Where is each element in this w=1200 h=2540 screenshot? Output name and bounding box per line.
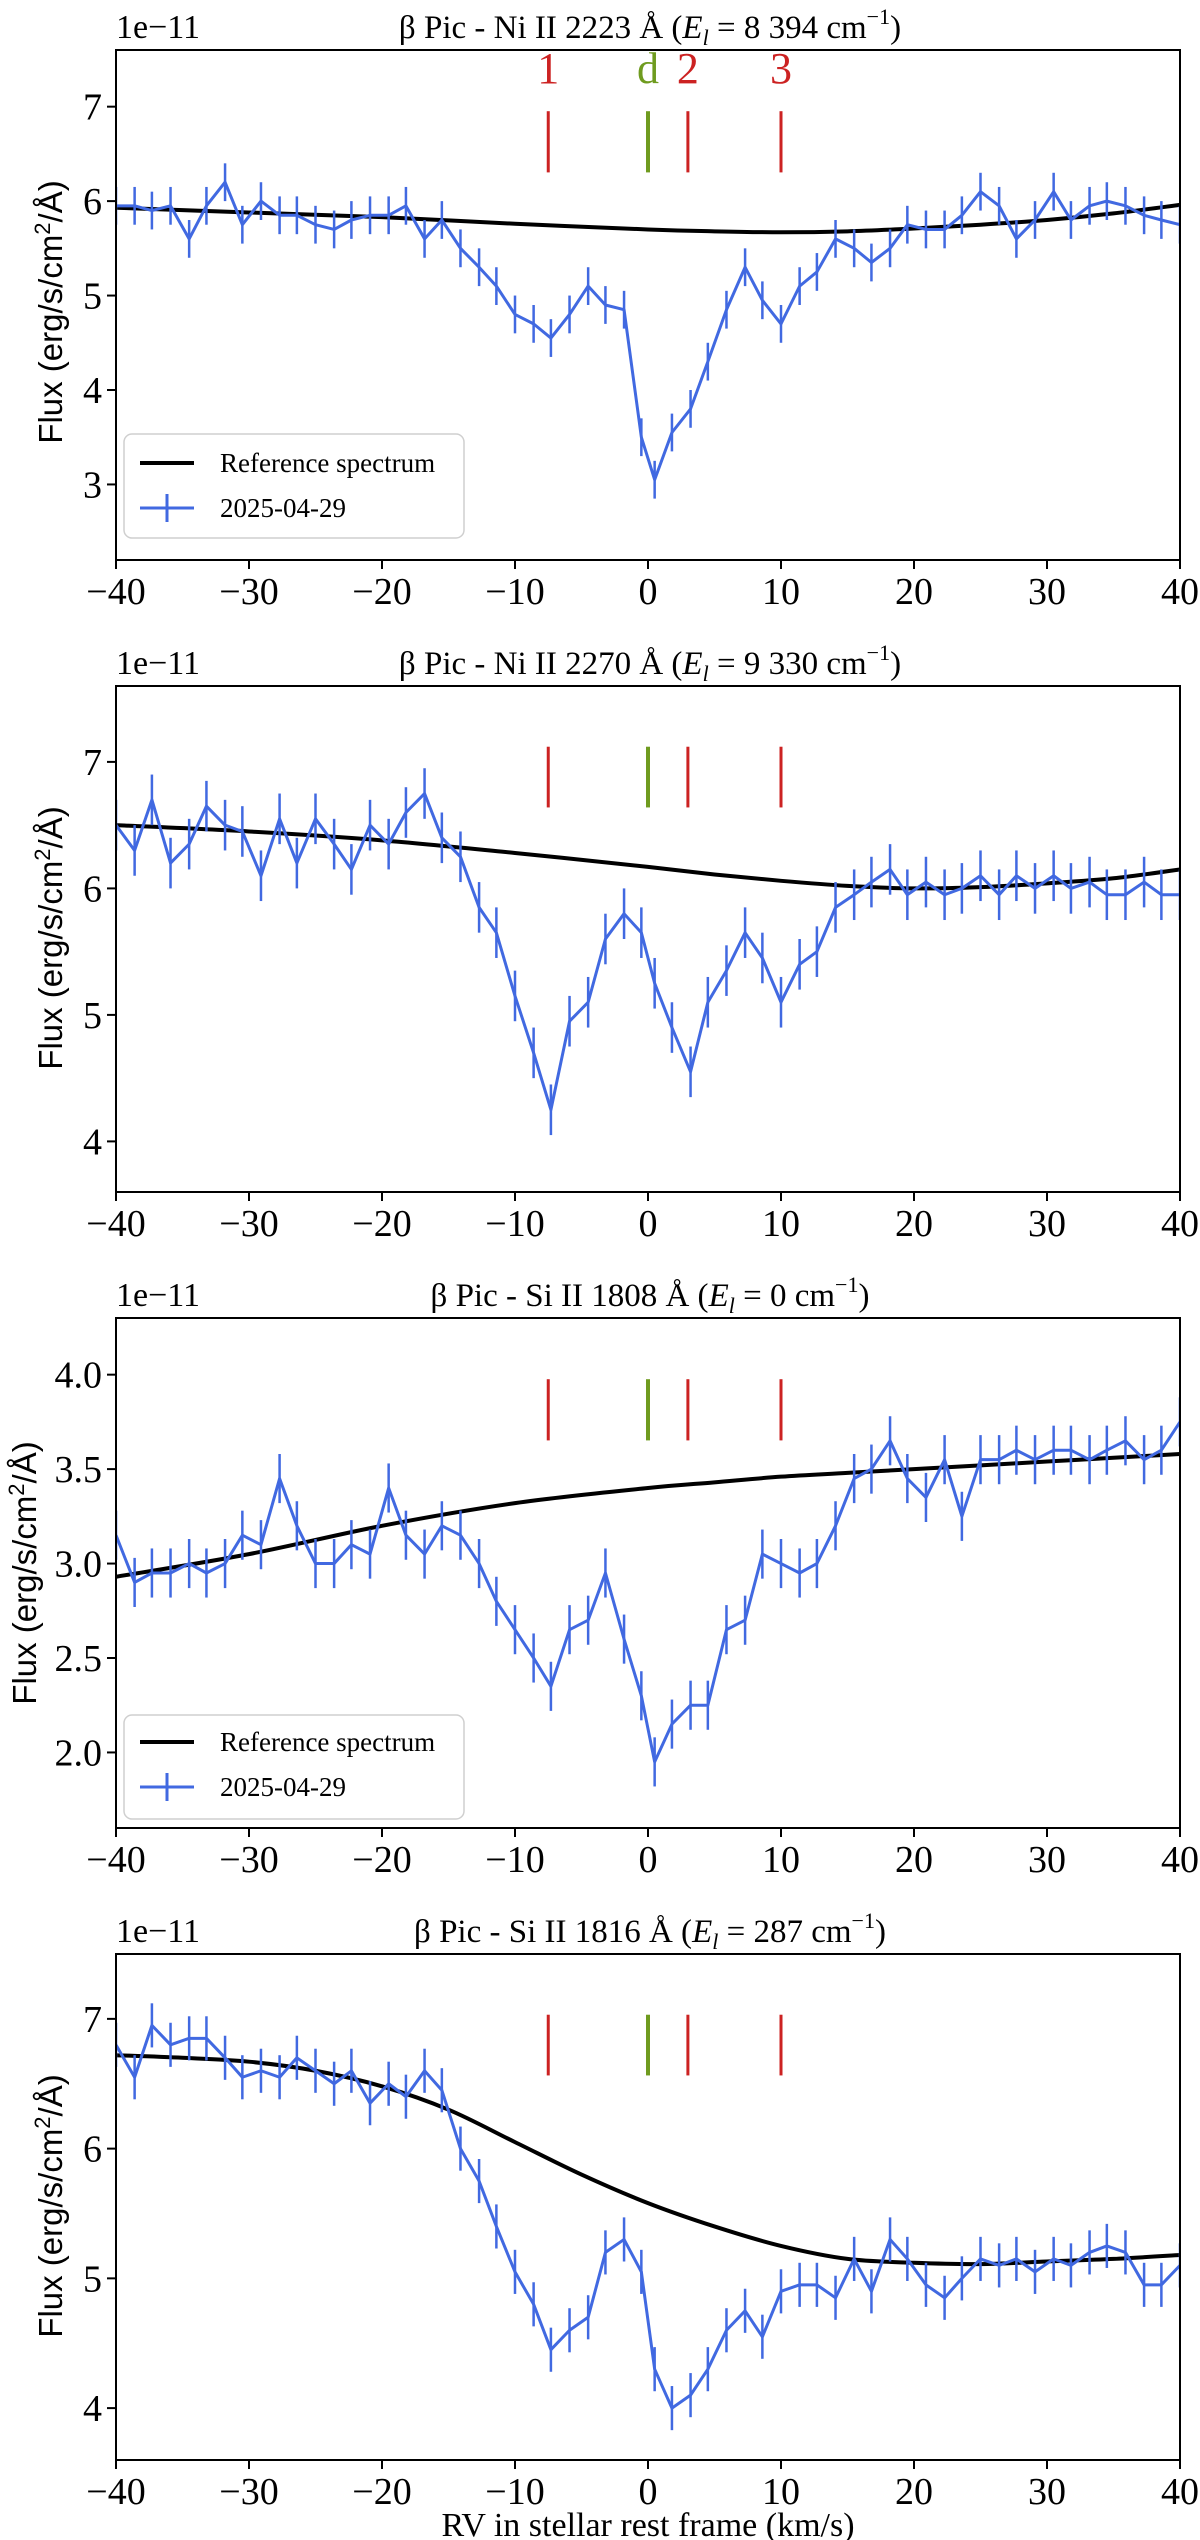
x-tick-label: 20	[895, 1839, 933, 1881]
x-tick-label: 0	[639, 1839, 658, 1881]
y-tick-label: 6	[83, 868, 102, 910]
x-tick-label: 10	[762, 1839, 800, 1881]
y-tick-label: 7	[83, 87, 102, 129]
x-tick-label: −10	[485, 571, 544, 613]
x-tick-label: 40	[1161, 1839, 1199, 1881]
x-tick-label: −20	[352, 2471, 411, 2513]
y-tick-label: 5	[83, 995, 102, 1037]
x-tick-label: 10	[762, 2471, 800, 2513]
x-tick-label: 0	[639, 571, 658, 613]
x-tick-label: −40	[86, 1839, 145, 1881]
y-tick-label: 5	[83, 2258, 102, 2300]
panel-title: β Pic - Si II 1808 Å (El = 0 cm−1)	[431, 1272, 870, 1318]
x-tick-label: 30	[1028, 1839, 1066, 1881]
panel-ni-ii-2270: 1e−11 β Pic - Ni II 2270 Å (El = 9 330 c…	[30, 640, 1199, 1245]
observation-line	[116, 180, 1180, 482]
y-tick-label: 2.5	[55, 1638, 103, 1680]
x-tick-label: −40	[86, 1203, 145, 1245]
y-tick-label: 4	[83, 2388, 102, 2430]
legend-observation-label: 2025-04-29	[220, 493, 346, 523]
x-tick-label: −30	[219, 571, 278, 613]
x-tick-label: 10	[762, 571, 800, 613]
panel-ni-ii-2223: 1e−11 β Pic - Ni II 2223 Å (El = 8 394 c…	[30, 4, 1199, 613]
y-tick-label: 3.0	[55, 1544, 103, 1586]
velocity-marker-label: d	[637, 44, 659, 93]
offset-label: 1e−11	[116, 1277, 200, 1314]
axes-frame	[115, 1317, 1181, 1829]
y-axis-label: Flux (erg/s/cm2/Å)	[30, 180, 69, 443]
velocity-marker-label: 1	[537, 44, 559, 93]
x-tick-label: −10	[485, 2471, 544, 2513]
y-tick-label: 7	[83, 1999, 102, 2041]
x-tick-label: 40	[1161, 571, 1199, 613]
legend-reference-label: Reference spectrum	[220, 1727, 435, 1757]
y-tick-label: 4.0	[55, 1355, 103, 1397]
legend: Reference spectrum 2025-04-29	[123, 433, 465, 539]
x-tick-label: −10	[485, 1839, 544, 1881]
plot-area: −40 −30 −20 −10 0 10 20 30 40 4 5 6 7	[83, 1999, 1199, 2513]
x-tick-label: 30	[1028, 2471, 1066, 2513]
x-tick-label: −30	[219, 1203, 278, 1245]
x-tick-label: −30	[219, 2471, 278, 2513]
y-tick-label: 7	[83, 742, 102, 784]
velocity-marker-label: 3	[770, 44, 792, 93]
x-tick-label: −40	[86, 571, 145, 613]
axes-frame	[115, 49, 1181, 561]
panel-si-ii-1808: 1e−11 β Pic - Si II 1808 Å (El = 0 cm−1)…	[4, 1272, 1199, 1881]
panel-title: β Pic - Ni II 2270 Å (El = 9 330 cm−1)	[399, 640, 901, 686]
panel-title: β Pic - Ni II 2223 Å (El = 8 394 cm−1)	[399, 4, 901, 50]
reference-spectrum-line	[116, 2053, 1180, 2267]
y-tick-label: 3.5	[55, 1449, 103, 1491]
x-tick-label: 40	[1161, 2471, 1199, 2513]
x-tick-label: 20	[895, 2471, 933, 2513]
legend: Reference spectrum 2025-04-29	[123, 1714, 465, 1820]
y-tick-label: 4	[83, 370, 102, 412]
plot-area: −40 −30 −20 −10 0 10 20 30 40 4 5 6 7	[83, 742, 1199, 1245]
plot-area: −40 −30 −20 −10 0 10 20 30 40 2.0 2.5 3.0 3.5 4.0	[55, 1355, 1200, 1881]
x-tick-label: 0	[639, 1203, 658, 1245]
observation-line	[116, 1421, 1180, 1764]
y-tick-label: 3	[83, 464, 102, 506]
axes-frame	[115, 1953, 1181, 2461]
y-axis-label: Flux (erg/s/cm2/Å)	[4, 1441, 43, 1704]
x-tick-label: 10	[762, 1203, 800, 1245]
reference-spectrum-line	[116, 202, 1180, 235]
offset-label: 1e−11	[116, 1913, 200, 1950]
reference-spectrum-line	[116, 1452, 1180, 1579]
x-tick-label: 20	[895, 1203, 933, 1245]
x-tick-label: −10	[485, 1203, 544, 1245]
observation-line	[116, 792, 1180, 1112]
x-tick-label: 30	[1028, 571, 1066, 613]
y-tick-label: 6	[83, 181, 102, 223]
x-axis-label: RV in stellar rest frame (km/s)	[441, 2507, 854, 2540]
panel-si-ii-1816: 1e−11 β Pic - Si II 1816 Å (El = 287 cm−…	[30, 1908, 1199, 2513]
x-tick-label: −20	[352, 1203, 411, 1245]
x-tick-label: −40	[86, 2471, 145, 2513]
y-tick-label: 4	[83, 1121, 102, 1163]
x-tick-label: 20	[895, 571, 933, 613]
panel-title: β Pic - Si II 1816 Å (El = 287 cm−1)	[414, 1908, 886, 1954]
y-tick-label: 6	[83, 2129, 102, 2171]
offset-label: 1e−11	[116, 9, 200, 46]
x-tick-label: 40	[1161, 1203, 1199, 1245]
y-axis-label: Flux (erg/s/cm2/Å)	[30, 806, 69, 1069]
legend-reference-label: Reference spectrum	[220, 448, 435, 478]
y-tick-label: 5	[83, 276, 102, 318]
y-axis-label: Flux (erg/s/cm2/Å)	[30, 2074, 69, 2337]
x-tick-label: −30	[219, 1839, 278, 1881]
observation-line	[116, 2023, 1180, 2410]
x-tick-label: −20	[352, 571, 411, 613]
x-tick-label: −20	[352, 1839, 411, 1881]
axes-frame	[115, 685, 1181, 1193]
x-tick-label: 30	[1028, 1203, 1066, 1245]
y-tick-label: 2.0	[55, 1732, 103, 1774]
offset-label: 1e−11	[116, 645, 200, 682]
x-tick-label: 0	[639, 2471, 658, 2513]
legend-observation-label: 2025-04-29	[220, 1772, 346, 1802]
velocity-marker-label: 2	[677, 44, 699, 93]
plot-area: −40 −30 −20 −10 0 10 20 30 40 3 4 5 6 7 1 d 2 3	[83, 44, 1199, 613]
